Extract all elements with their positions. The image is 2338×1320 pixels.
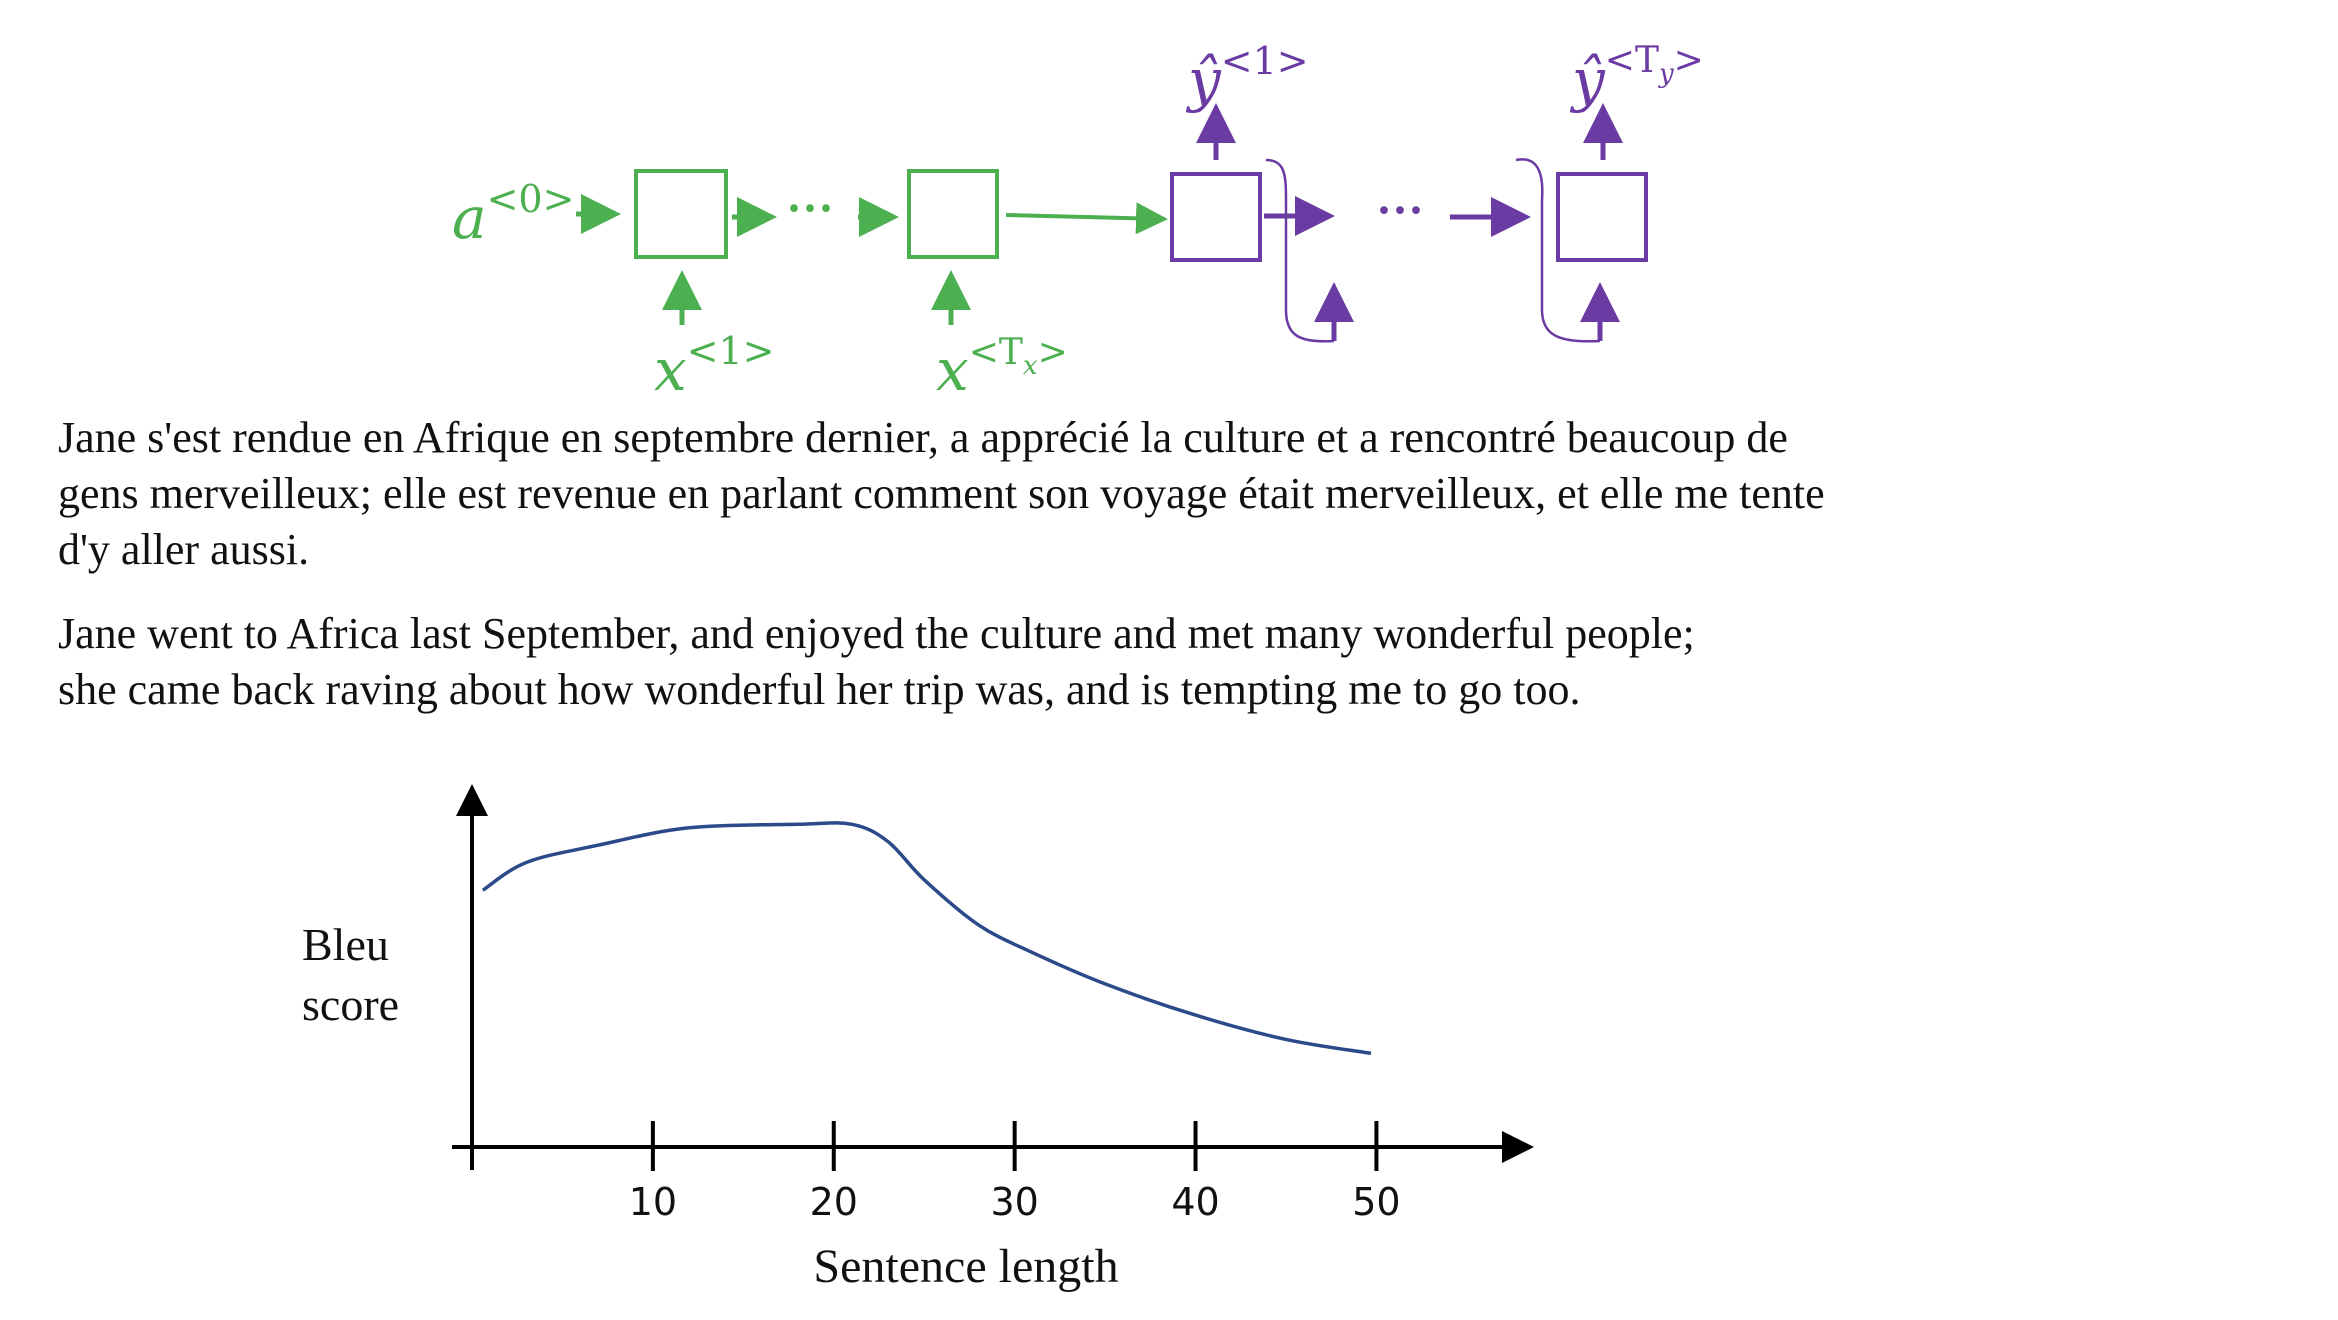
encoder-cell-1	[634, 169, 728, 259]
feedback-curve-2	[1515, 158, 1601, 343]
french-sentence: Jane s'est rendue en Afrique en septembr…	[58, 413, 1825, 574]
x-ticks: 10 20 30 40 50	[629, 1121, 1401, 1224]
english-line-2: she came back raving about how wonderful…	[58, 665, 1581, 714]
x-axis-label: Sentence length	[813, 1240, 1118, 1293]
decoder-cell-Ty	[1556, 172, 1648, 262]
french-line-2: gens merveilleux; elle est revenue en pa…	[58, 469, 1825, 518]
arrow-encoder-to-decoder	[1005, 202, 1168, 235]
x-tick-label-40: 40	[1171, 1180, 1219, 1224]
x-tick-label-10: 10	[629, 1180, 677, 1224]
encoder-ellipsis: ···	[786, 182, 834, 235]
bleu-curve	[481, 821, 1372, 1056]
decoder-ellipsis: ···	[1376, 184, 1424, 237]
encoder-cell-Tx	[907, 169, 999, 259]
decoder-cell-1	[1170, 172, 1262, 262]
english-line-1: Jane went to Africa last September, and …	[58, 609, 1695, 658]
x-tick-label-20: 20	[810, 1180, 858, 1224]
label-y1: ŷ<1>	[1185, 39, 1309, 114]
y-axis-label-line-2: score	[302, 979, 399, 1030]
rnn-diagram: a<0> ··· x<1> x<Tx> ŷ<1> ···	[452, 39, 1704, 404]
label-x1: x<1>	[654, 329, 775, 404]
x-tick-label-30: 30	[990, 1180, 1038, 1224]
label-xTx: x<Tx>	[936, 332, 1068, 404]
y-axis-label-line-1: Bleu	[302, 919, 389, 970]
label-yTy: ŷ<Ty>	[1569, 40, 1704, 114]
french-line-3: d'y aller aussi.	[58, 525, 309, 574]
french-line-1: Jane s'est rendue en Afrique en septembr…	[58, 413, 1788, 462]
x-tick-label-50: 50	[1352, 1180, 1400, 1224]
english-sentence: Jane went to Africa last September, and …	[58, 609, 1695, 714]
label-a0: a<0>	[452, 177, 574, 252]
feedback-curve-1	[1265, 158, 1335, 343]
bleu-chart: Bleu score Sentence length 10 20 30 40 50	[302, 784, 1534, 1293]
